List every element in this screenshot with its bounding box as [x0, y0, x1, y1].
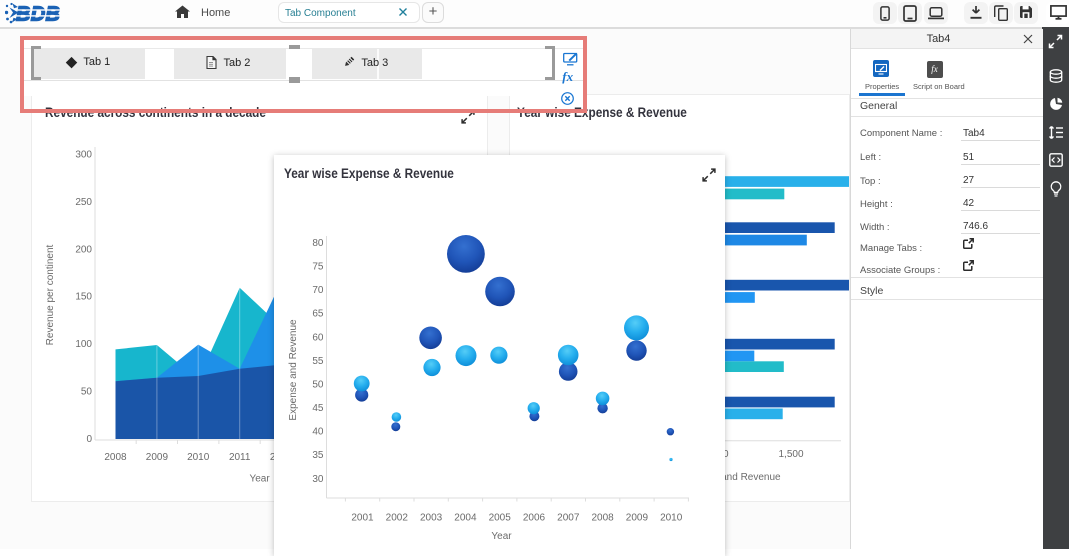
- svg-text:BDB: BDB: [16, 4, 60, 25]
- svg-text:2008: 2008: [591, 512, 614, 523]
- svg-text:100: 100: [75, 339, 92, 350]
- svg-text:60: 60: [312, 332, 324, 343]
- svg-text:Year: Year: [491, 531, 512, 542]
- svg-text:150: 150: [75, 292, 92, 303]
- svg-text:2010: 2010: [187, 452, 210, 463]
- svg-text:2008: 2008: [104, 452, 127, 463]
- svg-text:Expense and Revenue: Expense and Revenue: [288, 319, 299, 421]
- svg-text:200: 200: [75, 244, 92, 255]
- svg-text:2009: 2009: [625, 512, 648, 523]
- svg-text:50: 50: [312, 380, 324, 391]
- svg-text:50: 50: [81, 387, 93, 398]
- svg-text:2002: 2002: [385, 512, 408, 523]
- svg-text:2005: 2005: [488, 512, 511, 523]
- svg-text:40: 40: [312, 427, 324, 438]
- svg-text:55: 55: [312, 356, 324, 367]
- svg-text:2004: 2004: [454, 512, 477, 523]
- svg-text:2011: 2011: [229, 452, 251, 463]
- svg-text:2001: 2001: [351, 512, 374, 523]
- svg-text:0: 0: [86, 434, 92, 445]
- svg-text:Year: Year: [249, 474, 270, 485]
- svg-text:2007: 2007: [557, 512, 580, 523]
- svg-text:30: 30: [312, 474, 324, 485]
- svg-text:2003: 2003: [419, 512, 442, 523]
- svg-text:2006: 2006: [522, 512, 545, 523]
- svg-text:45: 45: [312, 403, 324, 414]
- svg-text:2009: 2009: [146, 452, 169, 463]
- svg-text:Revenue per continent: Revenue per continent: [45, 244, 56, 345]
- svg-text:2010: 2010: [660, 512, 683, 523]
- svg-text:250: 250: [75, 197, 92, 208]
- svg-text:80: 80: [312, 238, 324, 249]
- svg-text:35: 35: [312, 450, 324, 461]
- svg-text:65: 65: [312, 309, 324, 320]
- svg-text:Expense and Revenue: Expense and Revenue: [679, 472, 781, 483]
- svg-text:300: 300: [75, 149, 92, 160]
- svg-text:75: 75: [312, 262, 324, 273]
- svg-text:70: 70: [312, 285, 324, 296]
- svg-text:1,500: 1,500: [778, 449, 803, 460]
